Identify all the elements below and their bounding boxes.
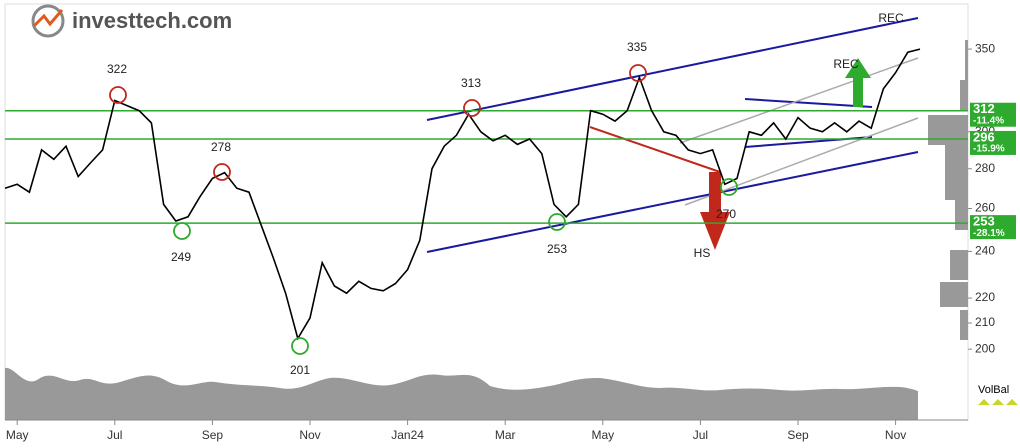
trend-lines [426,17,919,253]
pivot-circle [213,163,231,181]
level-change: -28.1% [973,228,1005,239]
indicator-label: VolBal [978,384,1009,396]
y-tick-label: 260 [975,201,995,215]
level-label-box [970,215,1016,240]
brand: investtech.com [72,8,232,33]
y-tick-label: 350 [975,41,995,55]
price-line [4,48,921,341]
annotation: 270 [716,207,736,221]
x-tick-label: Nov [299,428,320,442]
annotation: 249 [171,250,191,264]
annotation: 253 [547,242,567,256]
pivot-circle [291,337,309,355]
volume-profile [928,40,968,340]
sell-arrow [700,172,730,250]
pivot-circle [109,86,127,104]
level-label: 296 [973,129,995,144]
brand-icon [32,9,64,28]
x-tick-label: Jul [107,428,122,442]
level-change: -15.9% [973,144,1005,155]
x-tick-label: May [591,428,614,442]
x-tick-label: Mar [495,428,516,442]
pivot-circle [173,222,191,240]
y-tick-label: 220 [975,290,995,304]
x-tick-label: Jul [693,428,708,442]
level-label-box [970,130,1016,155]
annotation: 313 [461,76,481,90]
annotation: 278 [211,140,231,154]
annotation: 201 [290,363,310,377]
volume-area [5,367,918,420]
indicator-arrows [978,399,1018,405]
x-tick-label: Nov [885,428,906,442]
annotation: 322 [107,62,127,76]
y-tick-label: 200 [975,341,995,355]
buy-arrow [845,58,871,107]
y-tick-label: 280 [975,161,995,175]
level-label: 312 [973,101,995,116]
pivot-circle [548,213,566,231]
pivot-circle [720,178,738,196]
x-tick-label: Sep [202,428,224,442]
annotation: REC [878,11,904,25]
annotation: 335 [627,40,647,54]
annotation: REC [833,57,859,71]
level-change: -11.4% [973,115,1004,126]
pivot-circle [463,99,481,117]
level-label-box [970,102,1016,127]
annotation: HS [694,246,711,260]
x-tick-label: Sep [787,428,809,442]
pivot-circle [629,64,647,82]
x-tick-label: May [6,428,29,442]
brand-icon [31,4,65,38]
x-tick-label: Jan24 [391,428,424,442]
y-tick-label: 240 [975,244,995,258]
level-label: 253 [973,214,995,229]
y-tick-label: 210 [975,315,995,329]
